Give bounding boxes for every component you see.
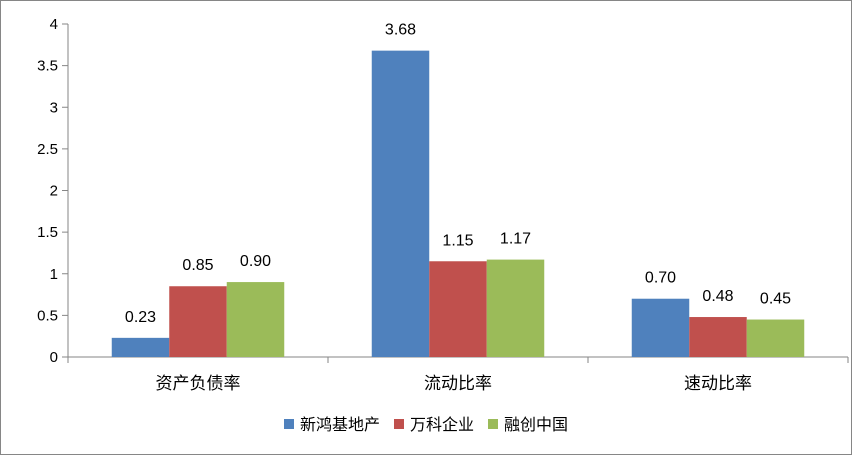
- data-label: 0.45: [760, 291, 791, 308]
- data-labels: 0.23 0.85 0.90 3.68 1.15 1.17 0.70 0.48 0.45: [125, 22, 791, 326]
- data-label: 0.70: [645, 270, 676, 287]
- data-label: 1.15: [442, 232, 473, 249]
- y-tick-label: 1.5: [37, 224, 58, 241]
- data-label: 0.85: [182, 257, 213, 274]
- legend-swatch: [488, 419, 498, 429]
- bar: [226, 282, 285, 357]
- bar: [486, 259, 545, 357]
- data-label: 3.68: [385, 22, 416, 39]
- legend-label: 新鸿基地产: [300, 415, 380, 434]
- y-tick-label: 1: [50, 266, 58, 283]
- bar: [169, 286, 227, 357]
- x-category-label: 资产负债率: [156, 374, 241, 394]
- x-category-label: 流动比率: [424, 374, 492, 394]
- bar: [111, 337, 170, 357]
- y-tick-label: 0.5: [37, 307, 58, 324]
- legend: 新鸿基地产 万科企业 融创中国: [284, 415, 568, 434]
- bar: [746, 319, 805, 357]
- y-tick-label: 0: [50, 349, 58, 366]
- y-tick-label: 2: [50, 183, 58, 200]
- legend-label: 融创中国: [504, 415, 568, 434]
- bar: [631, 298, 690, 357]
- bar: [371, 50, 430, 357]
- data-label: 0.23: [125, 309, 156, 326]
- data-label: 0.48: [702, 288, 733, 305]
- bar: [429, 261, 487, 357]
- x-category-label: 速动比率: [684, 374, 752, 394]
- bars: [111, 50, 805, 357]
- y-tick-label: 3: [50, 99, 58, 116]
- legend-swatch: [284, 419, 294, 429]
- y-tick-label: 3.5: [37, 58, 58, 75]
- y-axis: 0 0.5 1 1.5 2 2.5 3 3.5 4: [37, 16, 69, 366]
- legend-swatch: [394, 419, 404, 429]
- data-label: 1.17: [500, 231, 531, 248]
- bar: [689, 317, 747, 357]
- y-tick-label: 2.5: [37, 141, 58, 158]
- legend-label: 万科企业: [410, 415, 474, 434]
- y-tick-label: 4: [50, 16, 58, 33]
- data-label: 0.90: [240, 253, 271, 270]
- x-axis: 资产负债率 流动比率 速动比率: [67, 356, 849, 394]
